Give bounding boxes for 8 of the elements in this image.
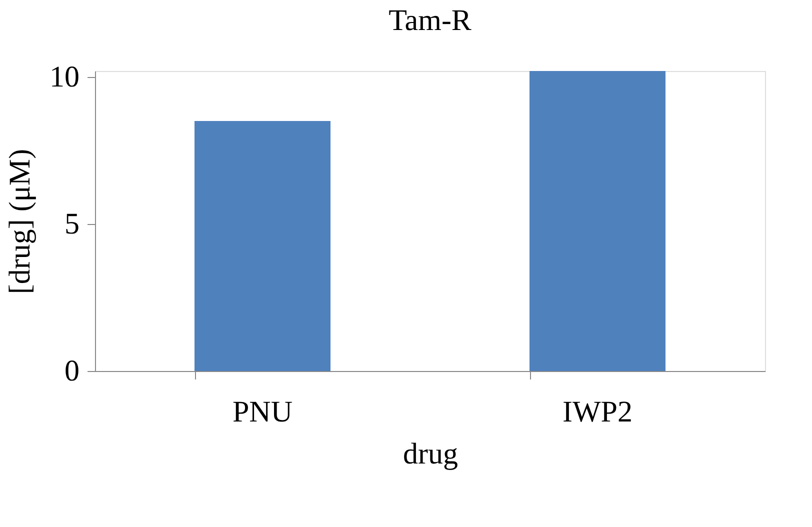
x-tick-label: IWP2 [562, 396, 632, 428]
chart-title: Tam-R [388, 4, 472, 37]
y-tick-label: 10 [50, 60, 80, 94]
x-axis-title: drug [403, 438, 458, 470]
x-tick-label: PNU [232, 396, 293, 428]
y-tick-label: 5 [64, 207, 80, 240]
y-axis-title: [drug] (μM) [4, 148, 36, 294]
y-tick-label: 0 [64, 354, 80, 388]
